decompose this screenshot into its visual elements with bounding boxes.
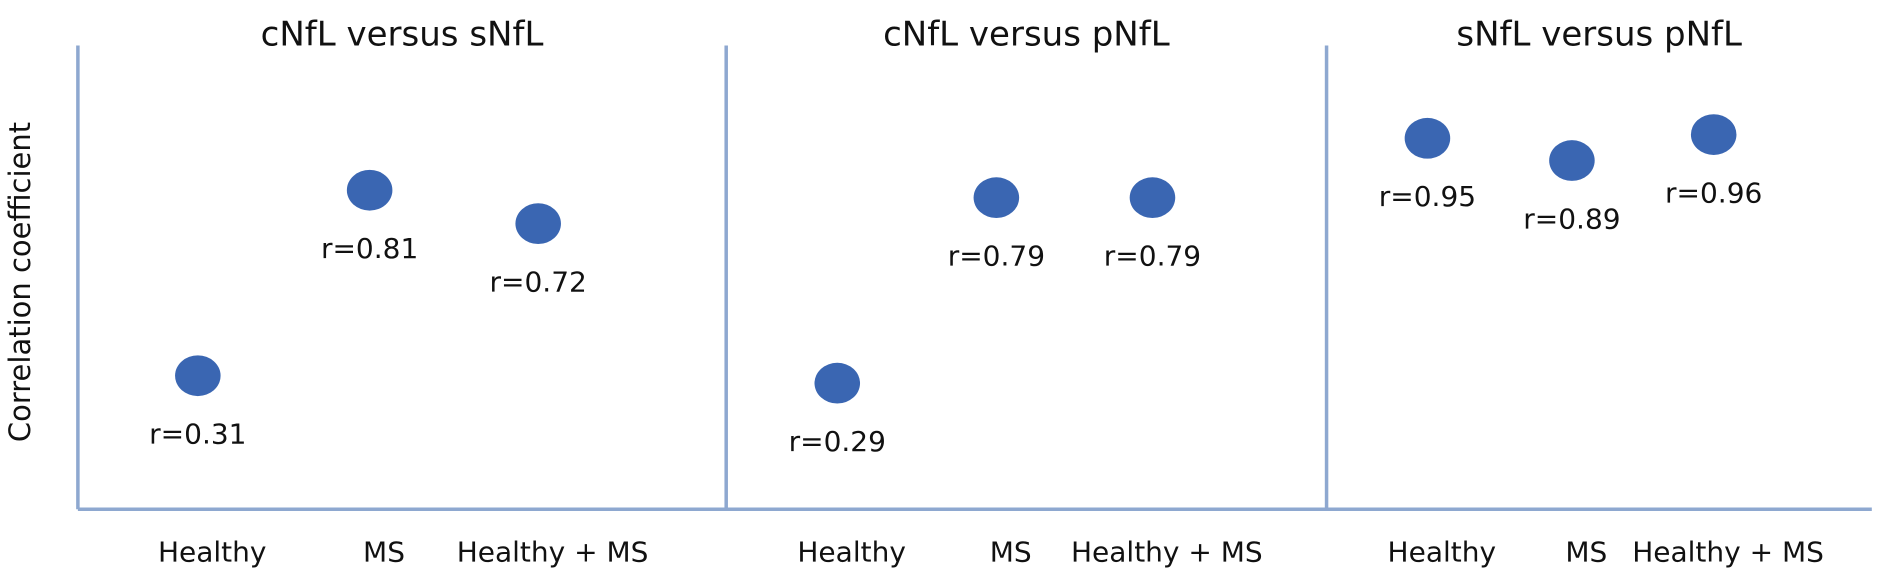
value-label: r=0.96 (1665, 176, 1762, 209)
x-tick-label: MS (990, 536, 1032, 569)
value-label: r=0.81 (321, 232, 418, 265)
value-label: r=0.95 (1379, 180, 1476, 213)
panel-title: cNfL versus pNfL (883, 14, 1170, 54)
panel-title: cNfL versus sNfL (261, 14, 544, 54)
panel-title: sNfL versus pNfL (1456, 14, 1742, 54)
x-tick-label: Healthy (797, 536, 906, 569)
value-label: r=0.79 (948, 240, 1045, 273)
x-tick-label: Healthy (158, 536, 267, 569)
value-label: r=0.72 (490, 266, 587, 299)
x-tick-label: Healthy + MS (1071, 536, 1263, 569)
value-label: r=0.89 (1523, 202, 1620, 235)
point (973, 177, 1020, 219)
x-tick-label: MS (1565, 536, 1607, 569)
point (515, 203, 561, 244)
point (175, 355, 221, 397)
point (346, 169, 393, 211)
value-label: r=0.79 (1104, 240, 1201, 273)
x-tick-label: MS (363, 536, 405, 569)
x-tick-label: Healthy + MS (1632, 536, 1824, 569)
x-tick-label: Healthy + MS (457, 536, 649, 569)
point (1690, 114, 1737, 155)
value-label: r=0.31 (149, 418, 246, 451)
point (1129, 177, 1176, 219)
point (1404, 117, 1451, 159)
point (1549, 140, 1595, 181)
y-axis-label: Correlation coefficient (3, 122, 37, 442)
x-tick-label: Healthy (1388, 536, 1497, 569)
value-label: r=0.29 (789, 425, 886, 458)
point (814, 362, 861, 404)
